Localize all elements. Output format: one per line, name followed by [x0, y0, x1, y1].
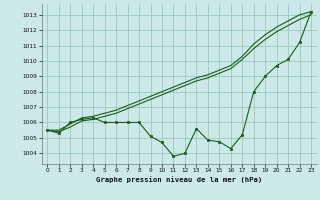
X-axis label: Graphe pression niveau de la mer (hPa): Graphe pression niveau de la mer (hPa) [96, 176, 262, 183]
